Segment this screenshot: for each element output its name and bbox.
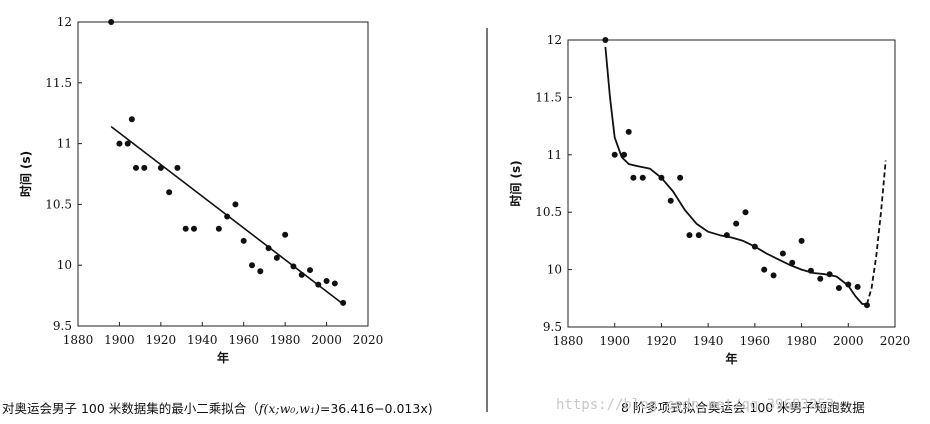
right-x-tick-label: 2000 bbox=[833, 334, 864, 348]
right-data-point bbox=[625, 128, 632, 135]
right-data-point bbox=[686, 232, 693, 239]
left-data-point bbox=[249, 262, 255, 269]
caption-left-prefix: 对奥运会男子 100 米数据集的最小二乘拟合（ bbox=[2, 401, 259, 416]
left-data-point bbox=[331, 280, 338, 287]
left-y-tick-label: 9.5 bbox=[53, 319, 72, 333]
right-y-axis-label: 时间 (s) bbox=[508, 160, 523, 206]
left-data-point bbox=[128, 116, 135, 123]
right-data-point bbox=[845, 281, 852, 288]
right-data-point bbox=[798, 237, 805, 244]
right-y-tick-label: 10.5 bbox=[535, 205, 562, 219]
right-data-point bbox=[621, 151, 628, 158]
right-data-point bbox=[677, 174, 684, 181]
left-data-point bbox=[141, 164, 148, 171]
right-x-tick-label: 1880 bbox=[553, 334, 584, 348]
left-data-point bbox=[182, 225, 189, 232]
caption-left-suffix: =36.416−0.013x) bbox=[319, 401, 433, 416]
chart-left-least-squares: 1880 1900 1920 1940 1960 1980 2000 2020 9.5 10 10.… bbox=[18, 15, 383, 365]
right-plot-frame bbox=[567, 39, 896, 328]
right-x-tick-label: 1960 bbox=[740, 334, 771, 348]
left-data-point bbox=[282, 231, 289, 238]
left-data-point bbox=[215, 225, 222, 232]
right-data-point bbox=[770, 272, 777, 279]
left-data-point bbox=[116, 140, 123, 147]
left-data-point bbox=[257, 268, 264, 275]
left-data-point bbox=[340, 299, 347, 306]
right-data-point bbox=[779, 250, 786, 257]
right-y-tick-label: 11.5 bbox=[535, 90, 562, 104]
left-plot-frame bbox=[77, 21, 369, 327]
right-data-point bbox=[742, 209, 749, 216]
right-data-point bbox=[817, 275, 824, 282]
caption-left: 对奥运会男子 100 米数据集的最小二乘拟合（f(x;w₀,w₁)=36.416… bbox=[2, 398, 433, 417]
right-x-tick-label: 1900 bbox=[599, 334, 630, 348]
right-data-point bbox=[639, 174, 646, 181]
left-x-tick-label: 1940 bbox=[187, 333, 218, 347]
right-data-point bbox=[611, 151, 618, 158]
chart-right-polynomial-fit: 1880 1900 1920 1940 1960 1980 2000 2020 9.5 10 10.… bbox=[508, 33, 910, 366]
right-extrapolation-curve bbox=[866, 160, 887, 305]
right-data-point bbox=[695, 232, 702, 239]
right-x-tick-label: 1920 bbox=[646, 334, 677, 348]
watermark-url: https://blog.csdn.net/qq_39683253 bbox=[556, 397, 835, 413]
left-y-tick-label: 10 bbox=[57, 258, 72, 272]
right-fit-curve bbox=[604, 46, 867, 305]
right-data-point bbox=[761, 266, 768, 273]
panel-divider bbox=[486, 28, 488, 412]
left-data-point bbox=[174, 164, 181, 171]
left-fit-line bbox=[110, 125, 344, 305]
right-data-point bbox=[602, 37, 609, 43]
right-data-point bbox=[789, 259, 796, 266]
right-x-axis-label: 年 bbox=[725, 351, 737, 366]
left-data-point bbox=[307, 267, 313, 274]
left-x-tick-label: 1900 bbox=[104, 333, 135, 347]
left-x-tick-label: 2020 bbox=[353, 333, 384, 347]
left-x-tick-label: 1920 bbox=[146, 333, 177, 347]
left-y-tick-label: 10.5 bbox=[45, 197, 72, 211]
left-x-tick-label: 1880 bbox=[63, 333, 94, 347]
right-y-tick-label: 9.5 bbox=[543, 320, 562, 334]
left-data-point bbox=[273, 254, 280, 261]
right-x-tick-label: 1980 bbox=[786, 334, 817, 348]
left-data-point bbox=[166, 189, 173, 196]
right-data-point bbox=[667, 197, 674, 204]
caption-left-formula: f(x;w₀,w₁) bbox=[258, 401, 320, 416]
left-data-point bbox=[124, 140, 131, 147]
right-x-tick-label: 1940 bbox=[693, 334, 724, 348]
right-data-point bbox=[733, 220, 740, 227]
right-y-tick-label: 12 bbox=[547, 33, 562, 47]
left-data-point bbox=[133, 164, 139, 171]
left-x-axis-label: 年 bbox=[217, 350, 229, 365]
right-x-tick-label: 2020 bbox=[880, 334, 911, 348]
left-data-point bbox=[323, 278, 330, 285]
left-y-tick-label: 12 bbox=[57, 15, 72, 29]
left-data-point bbox=[232, 201, 239, 208]
caption-right: 8 阶多项式拟合奥运会 100 米男子短跑数据 bbox=[621, 400, 865, 415]
left-x-tick-label: 1980 bbox=[270, 333, 301, 347]
right-data-point bbox=[854, 283, 861, 290]
left-y-tick-label: 11.5 bbox=[45, 76, 72, 90]
right-data-point bbox=[630, 174, 637, 181]
right-data-point bbox=[835, 284, 842, 291]
left-data-point bbox=[191, 225, 197, 232]
left-x-tick-label: 1960 bbox=[228, 333, 259, 347]
left-y-axis-label: 时间 (s) bbox=[18, 151, 33, 197]
left-data-point bbox=[240, 237, 247, 244]
right-y-tick-label: 11 bbox=[547, 148, 562, 162]
left-x-tick-label: 2000 bbox=[311, 333, 342, 347]
right-y-tick-label: 10 bbox=[547, 263, 562, 277]
left-y-tick-label: 11 bbox=[57, 137, 72, 151]
left-data-point bbox=[108, 19, 115, 25]
